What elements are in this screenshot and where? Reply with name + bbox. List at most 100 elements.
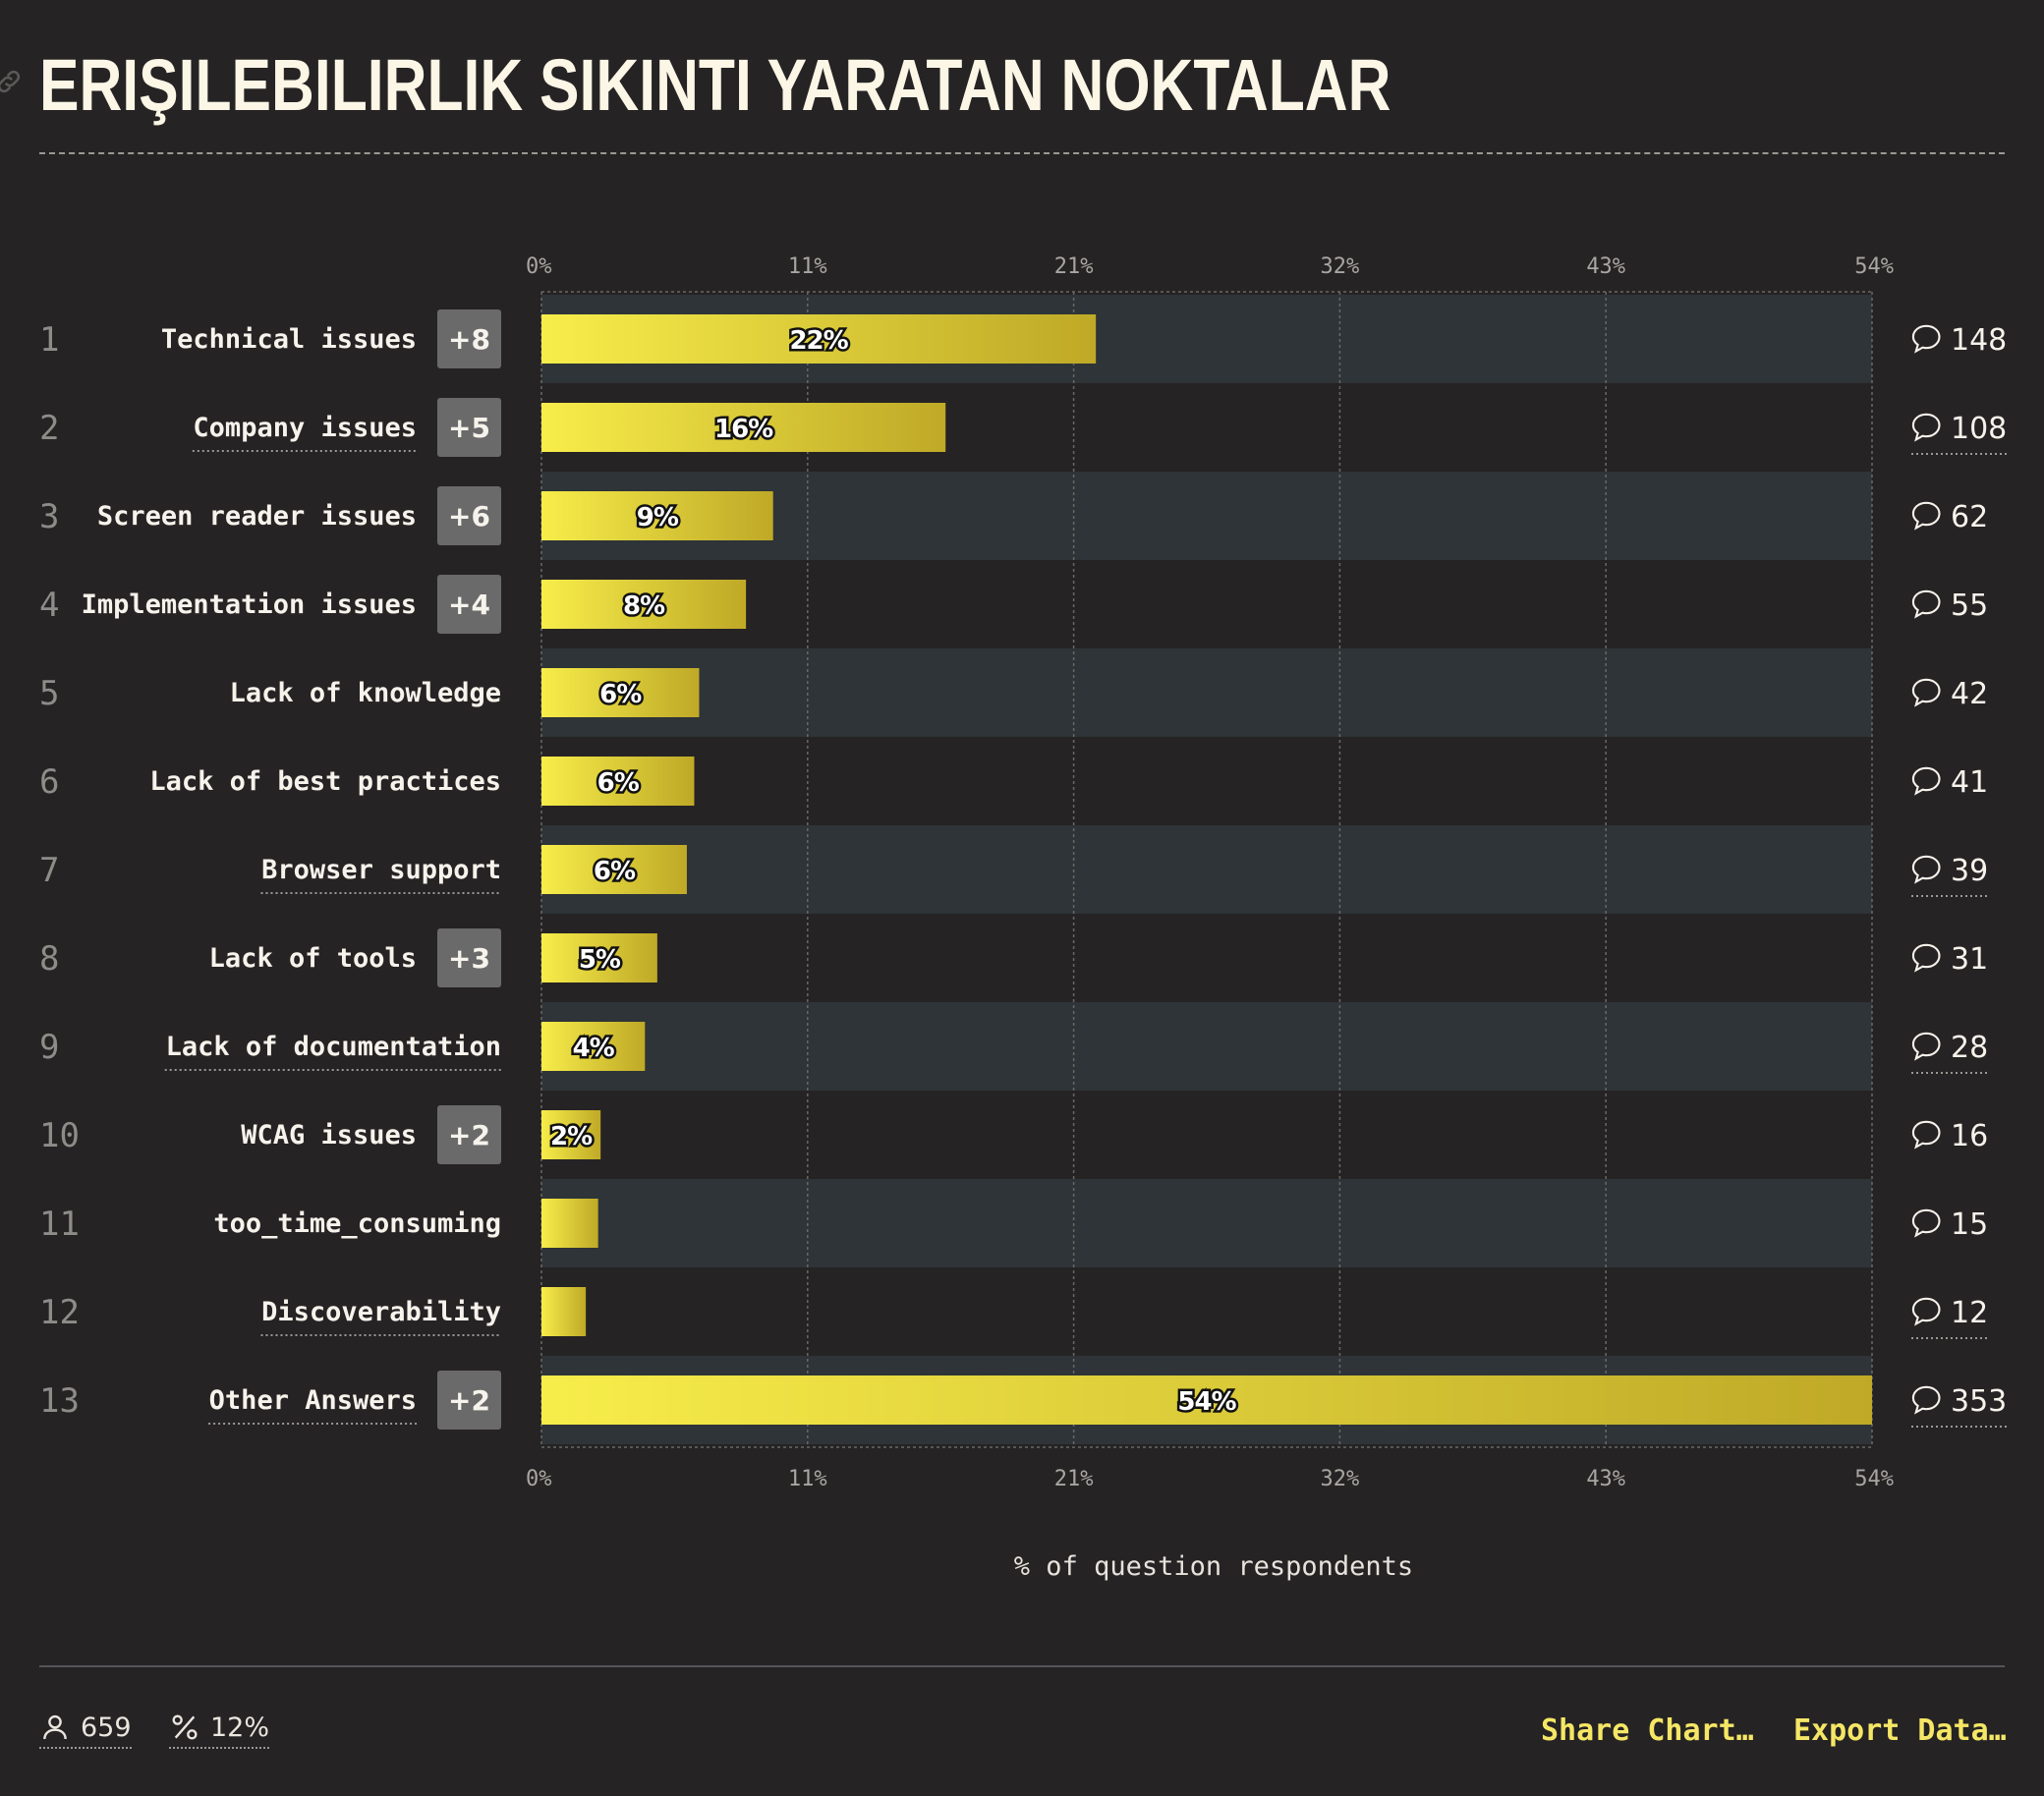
rank-label: 8: [39, 939, 59, 979]
response-count[interactable]: 39: [1951, 854, 1988, 888]
x-tick-label-bottom: 43%: [1586, 1467, 1625, 1491]
bar-value-label: 6%: [594, 857, 636, 886]
rank-label: 13: [39, 1381, 80, 1421]
rank-label: 9: [39, 1028, 59, 1067]
response-count[interactable]: 55: [1951, 589, 1988, 623]
comment-icon-shape: [1911, 324, 1941, 354]
respondents-stat[interactable]: 659: [39, 1712, 132, 1749]
x-axis-title: % of question respondents: [1014, 1551, 1413, 1582]
x-tick-label-top: 32%: [1321, 254, 1360, 279]
chart-row[interactable]: 6 Lack of best practices 6% 41: [39, 757, 1988, 806]
category-label[interactable]: Implementation issues: [82, 589, 417, 620]
response-count[interactable]: 62: [1951, 500, 1988, 534]
bar-value-label: 9%: [637, 503, 679, 533]
title-divider: [39, 152, 2005, 154]
comment-icon: [1911, 1032, 1941, 1061]
bar[interactable]: [541, 933, 657, 982]
bar[interactable]: [541, 1375, 1872, 1425]
link-icon[interactable]: [0, 67, 24, 96]
rank-label: 7: [39, 851, 59, 890]
percent-stat[interactable]: 12%: [169, 1712, 270, 1749]
comment-icon-shape: [1911, 766, 1941, 796]
bar[interactable]: [541, 845, 687, 894]
chart-row[interactable]: 5 Lack of knowledge 6% 42: [39, 668, 1988, 717]
rank-label: 1: [39, 320, 59, 360]
response-count[interactable]: 31: [1951, 942, 1988, 977]
x-tick-label-bottom: 32%: [1321, 1467, 1360, 1491]
category-label[interactable]: Screen reader issues: [97, 501, 417, 532]
x-tick-label-bottom: 0%: [526, 1467, 552, 1491]
bar[interactable]: [541, 580, 747, 629]
x-tick-label-top: 0%: [526, 254, 552, 279]
chart-row[interactable]: 13 Other Answers +2 54% 353: [39, 1371, 2007, 1430]
bar[interactable]: [541, 1022, 646, 1071]
comment-icon-shape: [1911, 501, 1941, 531]
bar[interactable]: [541, 1199, 598, 1248]
bar[interactable]: [541, 668, 700, 717]
chart-row[interactable]: 12 Discoverability 12: [39, 1287, 1988, 1339]
chart-row[interactable]: 1 Technical issues +8 22% 148: [39, 309, 2007, 368]
category-label[interactable]: Lack of documentation: [166, 1032, 501, 1062]
comment-icon: [1911, 855, 1941, 884]
x-tick-label-top: 43%: [1586, 254, 1625, 279]
row-band: [541, 1179, 1872, 1267]
response-count[interactable]: 42: [1951, 677, 1988, 711]
chart-row[interactable]: 8 Lack of tools +3 5% 31: [39, 928, 1988, 987]
category-label[interactable]: Lack of knowledge: [230, 678, 501, 708]
bar[interactable]: [541, 1110, 601, 1159]
delta-badge-label: +6: [448, 500, 490, 533]
response-count[interactable]: 41: [1951, 765, 1988, 800]
response-count[interactable]: 15: [1951, 1207, 1988, 1242]
rank-label: 3: [39, 497, 59, 536]
comment-icon: [1911, 766, 1941, 796]
response-count[interactable]: 16: [1951, 1119, 1988, 1153]
x-tick-label-top: 11%: [788, 254, 827, 279]
rank-label: 4: [39, 586, 59, 625]
comment-icon-shape: [1911, 1120, 1941, 1150]
response-count[interactable]: 353: [1951, 1384, 2007, 1419]
response-count[interactable]: 148: [1951, 323, 2007, 358]
category-label[interactable]: too_time_consuming: [213, 1208, 501, 1239]
category-label[interactable]: Technical issues: [161, 324, 417, 355]
rank-label: 12: [39, 1293, 80, 1332]
bar[interactable]: [541, 1287, 587, 1336]
rank-label: 11: [39, 1205, 80, 1244]
rank-label: 10: [39, 1116, 80, 1155]
chart-row[interactable]: 10 WCAG issues +2 2% 16: [39, 1105, 1988, 1164]
percent-icon: [172, 1714, 198, 1740]
chart-row[interactable]: 3 Screen reader issues +6 9% 62: [39, 486, 1988, 545]
bar[interactable]: [541, 403, 946, 452]
category-label[interactable]: WCAG issues: [241, 1120, 417, 1151]
comment-icon: [1911, 324, 1941, 354]
delta-badge-label: +2: [448, 1384, 490, 1417]
chart-row[interactable]: 7 Browser support 6% 39: [39, 845, 1988, 897]
export-data-button[interactable]: Export Data…: [1793, 1713, 2007, 1748]
response-count[interactable]: 108: [1951, 412, 2007, 446]
category-label[interactable]: Lack of best practices: [149, 766, 501, 797]
response-count[interactable]: 28: [1951, 1031, 1988, 1065]
delta-badge: [437, 486, 501, 545]
chart-row[interactable]: 9 Lack of documentation 4% 28: [39, 1022, 1988, 1074]
comment-icon-shape: [1911, 413, 1941, 442]
rank-label: 2: [39, 409, 59, 448]
delta-badge-label: +3: [448, 942, 490, 975]
chart-row[interactable]: 4 Implementation issues +4 8% 55: [39, 575, 1988, 634]
respondents-count: 659: [81, 1712, 132, 1743]
category-label[interactable]: Other Answers: [209, 1385, 417, 1416]
category-label[interactable]: Browser support: [261, 855, 501, 885]
chart-row[interactable]: 11 too_time_consuming 15: [39, 1199, 1988, 1248]
bar[interactable]: [541, 491, 773, 540]
bar-value-label: 22%: [789, 326, 848, 356]
bar[interactable]: [541, 314, 1097, 364]
delta-badge-label: +2: [448, 1119, 490, 1151]
category-label[interactable]: Company issues: [193, 413, 417, 443]
chart-row[interactable]: 2 Company issues +5 16% 108: [39, 398, 2007, 457]
category-label[interactable]: Lack of tools: [209, 943, 417, 974]
share-chart-button[interactable]: Share Chart…: [1541, 1713, 1754, 1748]
response-count[interactable]: 12: [1951, 1296, 1988, 1330]
category-label[interactable]: Discoverability: [261, 1297, 501, 1327]
delta-badge: [437, 398, 501, 457]
bar[interactable]: [541, 757, 695, 806]
comment-icon-shape: [1911, 589, 1941, 619]
delta-badge-label: +4: [448, 589, 490, 621]
